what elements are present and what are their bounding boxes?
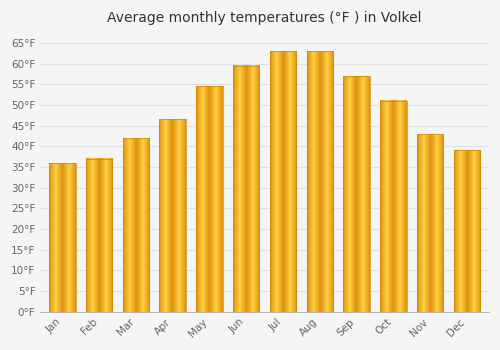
Bar bbox=[454, 150, 480, 312]
Bar bbox=[122, 138, 149, 312]
Bar bbox=[344, 76, 370, 312]
Bar bbox=[86, 159, 113, 312]
Bar bbox=[306, 51, 333, 312]
Bar bbox=[270, 51, 296, 312]
Title: Average monthly temperatures (°F ) in Volkel: Average monthly temperatures (°F ) in Vo… bbox=[108, 11, 422, 25]
Bar bbox=[49, 163, 76, 312]
Bar bbox=[160, 119, 186, 312]
Bar bbox=[417, 134, 444, 312]
Bar bbox=[196, 86, 222, 312]
Bar bbox=[233, 65, 260, 312]
Bar bbox=[380, 101, 406, 312]
